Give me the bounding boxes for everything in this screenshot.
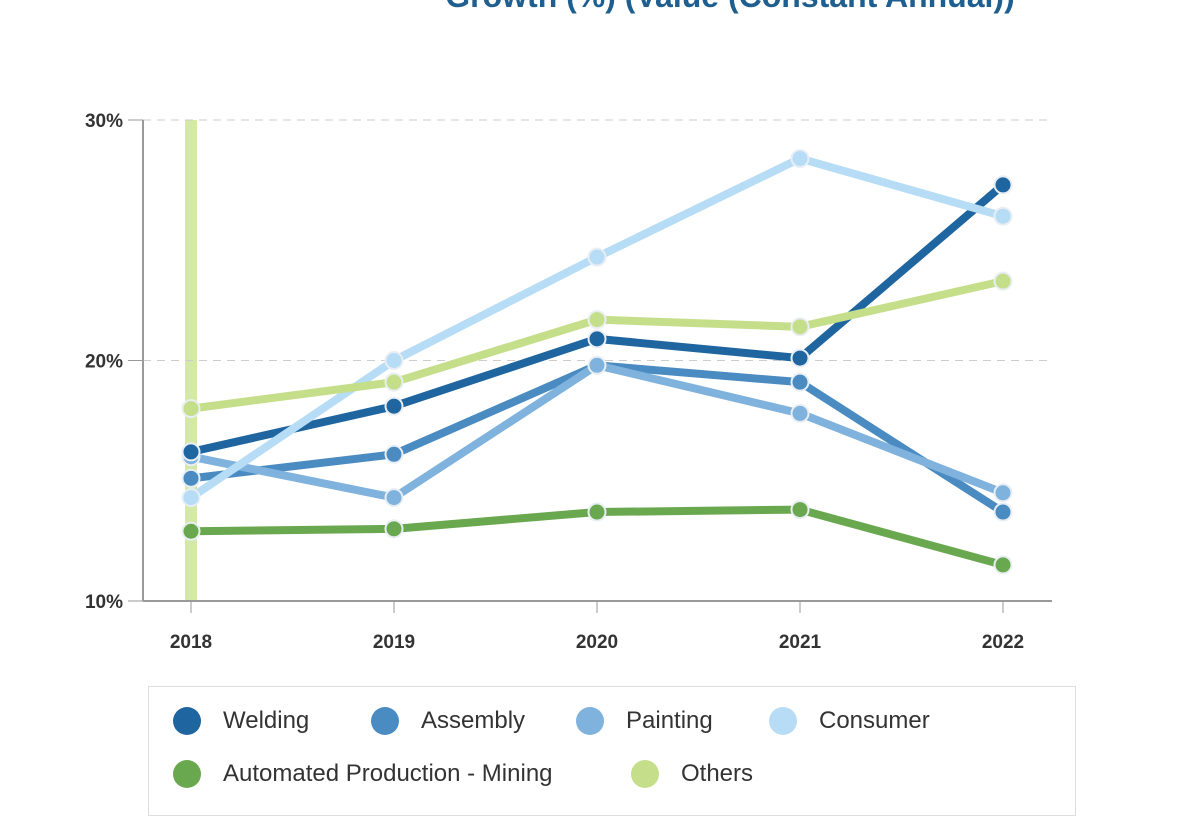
- legend-label: Assembly: [421, 707, 526, 734]
- data-point: [993, 483, 1013, 503]
- x-tick-label: 2022: [982, 632, 1024, 653]
- x-tick-label: 2021: [779, 632, 822, 653]
- data-point: [587, 355, 607, 375]
- data-point: [790, 317, 810, 337]
- legend-label: Painting: [626, 707, 713, 734]
- legend-marker-icon: [173, 760, 201, 788]
- series-line: [190, 361, 1006, 516]
- legend-marker-icon: [769, 707, 797, 735]
- data-point: [993, 175, 1013, 195]
- x-tick-label: 2019: [373, 632, 415, 653]
- data-point: [790, 500, 810, 520]
- legend-label: Consumer: [819, 707, 930, 734]
- data-point: [384, 396, 404, 416]
- data-point: [384, 351, 404, 370]
- data-point: [181, 399, 201, 419]
- data-point: [790, 372, 810, 392]
- data-point: [181, 521, 201, 541]
- legend-item[interactable]: Assembly: [371, 707, 525, 735]
- data-point: [790, 403, 810, 423]
- data-point: [384, 519, 404, 539]
- data-point: [587, 502, 607, 522]
- data-point: [790, 148, 810, 168]
- data-point: [993, 502, 1013, 522]
- legend-label: Others: [681, 760, 754, 787]
- legend-marker-icon: [576, 707, 604, 735]
- legend-label: Welding: [223, 707, 310, 734]
- legend-marker-icon: [371, 707, 399, 735]
- data-point: [587, 329, 607, 349]
- data-point: [587, 247, 607, 267]
- data-point: [181, 442, 201, 462]
- data-point: [384, 372, 404, 392]
- legend-item[interactable]: Painting: [576, 707, 713, 735]
- data-point: [993, 271, 1013, 291]
- data-point: [181, 488, 201, 508]
- legend-marker-icon: [173, 707, 201, 735]
- legend-item[interactable]: Welding: [173, 707, 309, 735]
- y-tick-label: 10%: [85, 592, 123, 613]
- legend-item[interactable]: Automated Production - Mining: [173, 760, 553, 788]
- data-point: [587, 310, 607, 330]
- data-point: [384, 488, 404, 508]
- x-tick-label: 2018: [170, 632, 212, 653]
- legend-item[interactable]: Consumer: [769, 707, 930, 735]
- legend-item[interactable]: Others: [631, 760, 753, 788]
- y-tick-label: 20%: [85, 352, 123, 373]
- chart-title: Growth (%) (Value (Constant Annual)): [330, 0, 1130, 15]
- data-point: [993, 206, 1013, 226]
- data-point: [790, 348, 810, 368]
- line-chart: 10% 20% 30% 2018 2019 2020 2021 2022: [85, 111, 1052, 653]
- legend-marker-icon: [631, 760, 659, 788]
- data-point: [993, 555, 1013, 575]
- legend-label: Automated Production - Mining: [223, 760, 553, 787]
- data-point: [384, 444, 404, 464]
- x-tick-label: 2020: [576, 632, 618, 653]
- data-point: [181, 468, 201, 488]
- legend: Welding Assembly Painting Consumer Automated…: [148, 686, 1076, 816]
- y-tick-label: 30%: [85, 111, 123, 132]
